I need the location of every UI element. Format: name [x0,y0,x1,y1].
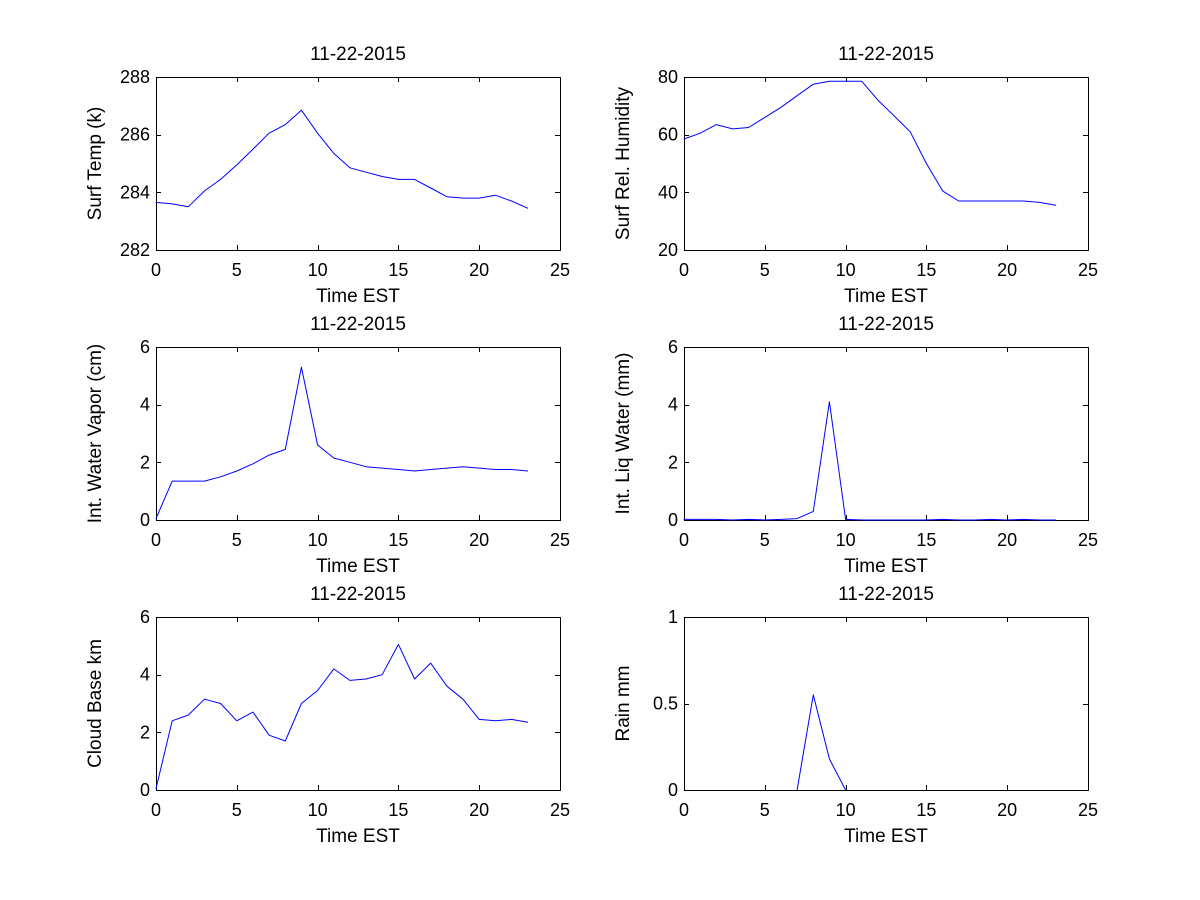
chart-3-ytick-label: 2 [140,452,150,472]
chart-1-xtick-label: 5 [232,260,242,280]
chart-4-ytick-label: 2 [668,452,678,472]
chart-3-xlabel: Time EST [316,556,400,577]
chart-5-ytick-label: 6 [140,607,150,627]
chart-2-title: 11-22-2015 [838,44,934,65]
chart-6-xtick-label: 10 [836,800,856,820]
chart-6-ytick-label: 0 [668,780,678,800]
chart-2-series-line [683,80,1057,206]
chart-4-ylabel: Int. Liq Water (mm) [613,353,634,515]
chart-5-title: 11-22-2015 [310,584,406,605]
chart-1-series-line [155,109,529,209]
chart-5: 0 5 10 15 20 25 0 2 4 6 11-22-2015 Time EST Cloud Ba… [85,584,570,847]
chart-4-ytick-label: 0 [668,510,678,530]
chart-4: 0 5 10 15 20 25 0 2 4 6 11-22-2015 Time EST Int. Liq… [613,314,1098,577]
chart-6-xtick-label: 20 [997,800,1017,820]
chart-6-axes-frame [684,617,1089,791]
chart-6-series-line [796,694,847,791]
chart-3-xtick-label: 5 [232,530,242,550]
chart-4-xtick-label: 10 [836,530,856,550]
chart-1-xtick-label: 15 [388,260,408,280]
chart-2-ytick-label: 80 [658,67,678,87]
chart-4-xtick-label: 5 [760,530,770,550]
chart-6-ytick-label: 1 [668,607,678,627]
chart-1-xtick-label: 20 [469,260,489,280]
chart-3-xtick-label: 0 [151,530,161,550]
chart-6-xtick-label: 0 [679,800,689,820]
chart-4-xlabel: Time EST [844,556,928,577]
chart-2-xtick-label: 25 [1078,260,1098,280]
chart-4-title: 11-22-2015 [838,314,934,335]
chart-6-xtick-label: 15 [916,800,936,820]
chart-1-xlabel: Time EST [316,286,400,307]
chart-1-title: 11-22-2015 [310,44,406,65]
chart-5-xlabel: Time EST [316,826,400,847]
chart-5-xtick-label: 10 [308,800,328,820]
chart-6-xtick-label: 25 [1078,800,1098,820]
chart-4-xtick-label: 25 [1078,530,1098,550]
chart-4-xtick-label: 0 [679,530,689,550]
chart-1-ytick-label: 284 [120,182,150,202]
chart-4-series-line [683,401,1057,521]
chart-3-title: 11-22-2015 [310,314,406,335]
chart-2-xlabel: Time EST [844,286,928,307]
chart-4-ytick-label: 4 [668,395,678,415]
chart-5-series-line [155,643,529,790]
chart-5-ytick-label: 4 [140,665,150,685]
chart-2-ylabel: Surf Rel. Humidity [613,86,634,240]
chart-6-xtick-label: 5 [760,800,770,820]
chart-1-xtick-label: 10 [308,260,328,280]
chart-5-xtick-label: 0 [151,800,161,820]
chart-3-ytick-label: 4 [140,395,150,415]
chart-5-ylabel: Cloud Base km [85,639,106,768]
chart-3: 0 5 10 15 20 25 0 2 4 6 11-22-2015 Time EST Int. Wat… [85,314,570,577]
chart-2-xtick-label: 5 [760,260,770,280]
chart-4-ytick-label: 6 [668,337,678,357]
chart-5-axes-frame [156,617,561,791]
chart-5-xtick-label: 25 [550,800,570,820]
chart-2-ytick-label: 60 [658,125,678,145]
chart-5-ytick-label: 0 [140,780,150,800]
chart-2-xtick-label: 10 [836,260,856,280]
chart-1-ytick-label: 282 [120,240,150,260]
chart-6: 0 5 10 15 20 25 0 0.5 1 11-22-2015 Time EST Rain mm [613,584,1098,847]
chart-3-series-line [155,366,529,520]
chart-2-axes-frame [684,77,1089,251]
chart-3-ytick-label: 0 [140,510,150,530]
chart-3-xtick-label: 15 [388,530,408,550]
chart-6-ytick-label: 0.5 [653,694,678,714]
chart-3-ytick-label: 6 [140,337,150,357]
chart-2-xtick-label: 15 [916,260,936,280]
chart-6-xlabel: Time EST [844,826,928,847]
chart-1-ytick-label: 286 [120,125,150,145]
chart-1-xtick-label: 0 [151,260,161,280]
chart-1-axes-frame [156,77,561,251]
chart-2-ytick-label: 20 [658,240,678,260]
chart-5-ytick-label: 2 [140,722,150,742]
chart-5-xtick-label: 15 [388,800,408,820]
chart-1-xtick-label: 25 [550,260,570,280]
chart-5-xtick-label: 20 [469,800,489,820]
chart-6-ylabel: Rain mm [613,665,634,741]
chart-2-xtick-label: 0 [679,260,689,280]
chart-2-ytick-label: 40 [658,182,678,202]
chart-5-xtick-label: 5 [232,800,242,820]
chart-3-xtick-label: 10 [308,530,328,550]
chart-3-axes-frame [156,347,561,521]
chart-6-title: 11-22-2015 [838,584,934,605]
chart-1-ytick-label: 288 [120,67,150,87]
chart-2: 0 5 10 15 20 25 20 40 60 80 11-22-2015 Time EST Surf… [613,44,1098,307]
chart-4-xtick-label: 20 [997,530,1017,550]
chart-4-xtick-label: 15 [916,530,936,550]
chart-1-ylabel: Surf Temp (k) [85,107,106,221]
chart-1: 0 5 10 15 20 25 282 284 286 288 11-22-2015 Time EST… [85,44,570,307]
chart-3-ylabel: Int. Water Vapor (cm) [85,344,106,523]
chart-2-xtick-label: 20 [997,260,1017,280]
chart-4-axes-frame [684,347,1089,521]
chart-3-xtick-label: 20 [469,530,489,550]
chart-3-xtick-label: 25 [550,530,570,550]
